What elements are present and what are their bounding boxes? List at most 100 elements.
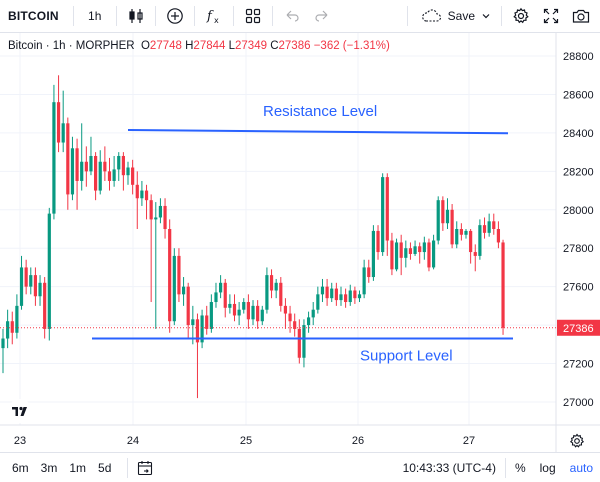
candle <box>228 294 232 314</box>
candles-icon[interactable] <box>121 0 151 33</box>
candle <box>172 248 176 326</box>
candle <box>265 267 269 314</box>
candle <box>293 313 297 337</box>
legend-name[interactable]: Bitcoin <box>8 40 43 52</box>
candle <box>418 242 422 264</box>
candle <box>390 232 394 276</box>
add-compare-icon[interactable] <box>160 0 190 33</box>
toolbar-divider <box>115 6 117 26</box>
range-5d-button[interactable]: 5d <box>98 460 112 475</box>
range-6m-button[interactable]: 6m <box>12 460 29 475</box>
candle <box>455 221 459 249</box>
candle <box>394 238 399 272</box>
price-scale[interactable]: 2700027200274002760027800280002820028400… <box>563 51 594 409</box>
candle <box>339 286 343 306</box>
price-chart[interactable]: Resistance Level Support Level 27000 27200… <box>0 33 600 452</box>
toolbar-divider <box>501 6 502 26</box>
legend-high-key: H <box>185 40 194 52</box>
candle <box>47 207 51 341</box>
candle <box>177 248 181 303</box>
candle <box>450 204 454 249</box>
candle <box>256 300 260 329</box>
toolbar-divider <box>72 6 74 26</box>
candle <box>251 300 255 326</box>
candle <box>496 221 501 249</box>
support-label: Support Level <box>360 348 453 365</box>
candle <box>501 239 505 335</box>
annotations[interactable]: Resistance Level Support Level <box>92 103 513 365</box>
candle <box>431 234 436 270</box>
candle <box>482 217 487 239</box>
candle <box>144 184 149 220</box>
time-scale-settings-icon[interactable] <box>569 433 585 448</box>
chevron-down-icon <box>482 14 490 19</box>
candle <box>362 259 366 299</box>
last-price-label: 27386 <box>563 323 594 335</box>
candle <box>371 225 375 281</box>
go-to-date-icon[interactable] <box>136 459 154 477</box>
range-1m-button[interactable]: 1m <box>69 460 87 475</box>
candle <box>56 75 61 153</box>
price-tick-label: 28800 <box>563 51 594 63</box>
candle <box>89 136 93 176</box>
candle <box>195 313 200 399</box>
symbol-search-button[interactable]: BITCOIN <box>8 9 59 23</box>
templates-icon[interactable] <box>238 0 268 33</box>
percent-toggle[interactable]: % <box>514 460 526 475</box>
chart-grid <box>0 33 556 425</box>
save-label: Save <box>447 9 475 23</box>
candle <box>445 198 450 229</box>
time-scale[interactable]: 23 24 25 26 27 <box>14 435 475 447</box>
candle <box>181 277 186 306</box>
time-tick-label: 27 <box>463 435 475 447</box>
candle <box>288 305 292 333</box>
price-tick-label: 27000 <box>563 397 594 409</box>
chart-legend: Bitcoin · 1h · MORPHER O 27748 H 27844 L 27… <box>8 40 390 52</box>
candle <box>70 136 75 201</box>
svg-text:x: x <box>214 16 219 25</box>
candle <box>219 275 223 299</box>
candle <box>131 159 135 195</box>
candle <box>464 229 468 239</box>
candle <box>311 302 315 326</box>
candle <box>353 286 357 304</box>
candle <box>399 234 403 276</box>
candle <box>232 294 237 322</box>
candle <box>348 284 352 306</box>
last-price: 27386 <box>0 319 600 336</box>
legend-close-key: C <box>270 40 279 52</box>
candle <box>274 278 278 299</box>
auto-toggle[interactable]: auto <box>569 460 593 475</box>
candle <box>43 277 47 339</box>
range-3m-button[interactable]: 3m <box>40 460 58 475</box>
fullscreen-icon[interactable] <box>536 0 566 33</box>
price-tick-label: 27600 <box>563 282 594 294</box>
candle <box>149 194 153 303</box>
candle <box>334 282 338 306</box>
candle <box>325 278 329 306</box>
candle <box>163 198 167 239</box>
candle <box>66 117 70 210</box>
candle <box>140 180 144 206</box>
candle <box>376 225 380 260</box>
bottom-toolbar: 6m 3m 1m 5d 10:43:33 (UTC-4) % log auto <box>0 452 600 482</box>
candle <box>135 171 139 229</box>
candle <box>80 123 84 191</box>
undo-icon[interactable] <box>277 0 307 33</box>
clock[interactable]: 10:43:33 (UTC-4) <box>402 460 496 475</box>
candle <box>441 196 445 231</box>
interval-button[interactable]: 1h <box>88 9 102 23</box>
legend-open: 27748 <box>149 40 182 52</box>
legend-open-key: O <box>140 40 150 52</box>
candle <box>357 290 362 303</box>
cloud-icon <box>421 9 441 22</box>
save-button[interactable]: Save <box>412 0 497 33</box>
candle <box>19 255 24 310</box>
snapshot-icon[interactable] <box>566 0 596 33</box>
settings-icon[interactable] <box>506 0 536 33</box>
log-toggle[interactable]: log <box>539 460 556 475</box>
candle <box>269 269 274 299</box>
redo-icon[interactable] <box>307 0 337 33</box>
